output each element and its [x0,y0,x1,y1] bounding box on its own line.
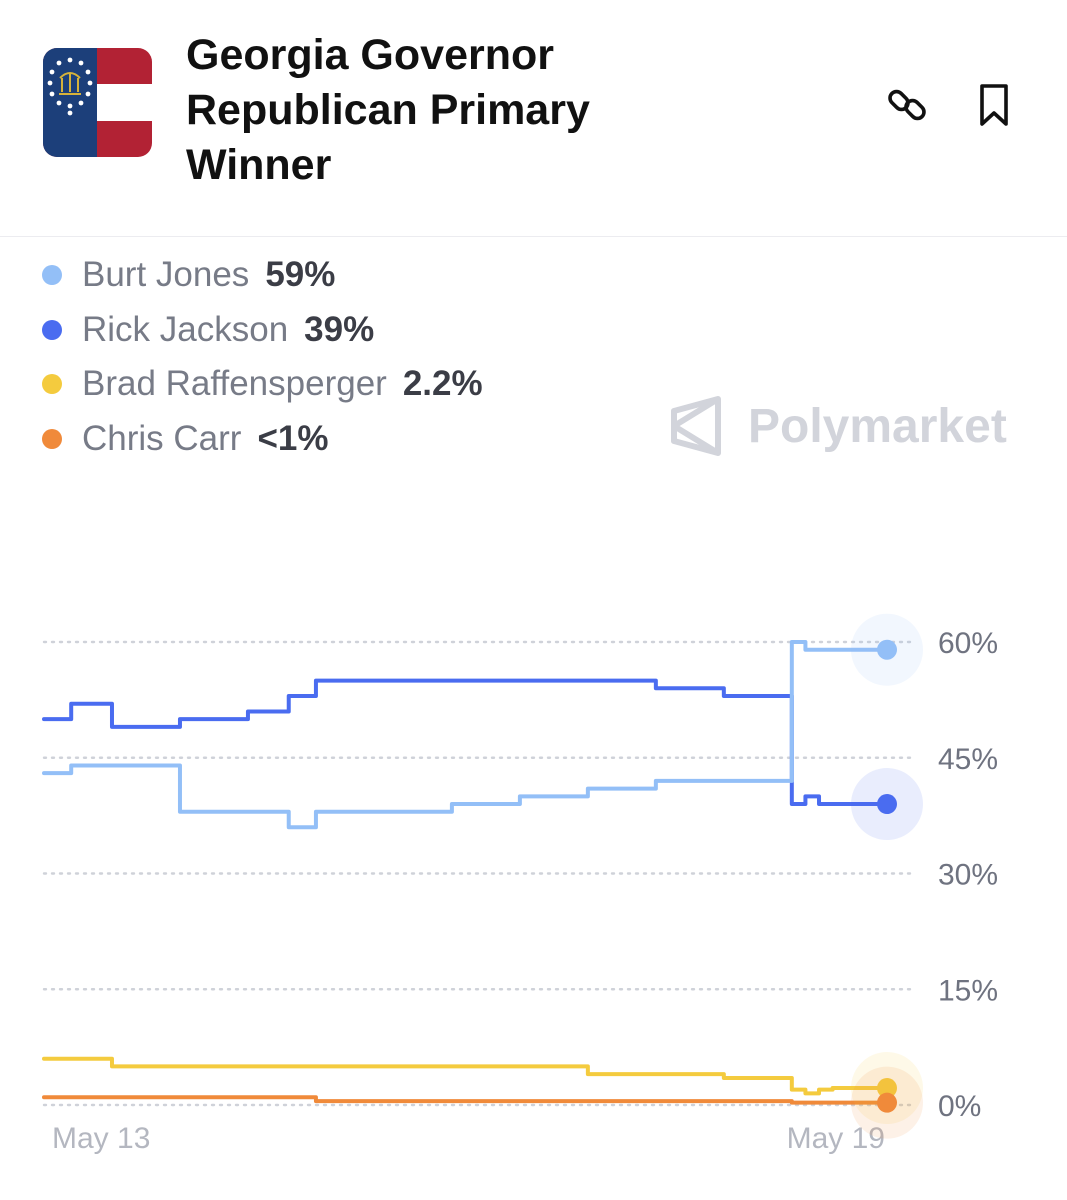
y-tick-label: 60% [938,627,998,660]
legend-percent: 39% [304,309,375,349]
link-icon[interactable] [882,80,932,130]
legend-name: Chris Carr [82,418,242,458]
endpoint-dot[interactable] [877,639,897,660]
polymarket-logo-icon [671,396,721,456]
x-tick-label: May 13 [52,1122,150,1155]
legend-name: Brad Raffensperger [82,364,387,404]
legend-item[interactable]: Burt Jones 59% [42,248,483,303]
legend-percent: <1% [257,418,329,458]
endpoint-dot[interactable] [877,794,897,815]
y-tick-label: 45% [938,743,998,776]
legend-dot [42,265,62,286]
legend-name: Rick Jackson [82,309,289,349]
x-tick-label: May 19 [787,1122,885,1155]
bookmark-icon[interactable] [969,80,1019,130]
market-header: Georgia Governor Republican Primary Winn… [0,0,1067,237]
chart-legend: Burt Jones 59% Rick Jackson 39% Brad Raf… [42,248,483,466]
legend-dot [42,319,62,340]
endpoint-dot[interactable] [877,1078,897,1099]
legend-percent: 59% [265,255,336,295]
endpoint-dot[interactable] [877,1092,897,1113]
series-line[interactable] [42,1056,889,1096]
series-line[interactable] [42,1095,889,1105]
series-line[interactable] [42,678,889,807]
georgia-flag-icon [43,48,152,157]
legend-dot [42,374,62,395]
legend-item[interactable]: Brad Raffensperger 2.2% [42,357,483,412]
series-line[interactable] [42,640,889,830]
legend-item[interactable]: Rick Jackson 39% [42,303,483,358]
y-tick-label: 15% [938,974,998,1007]
page-title: Georgia Governor Republican Primary Winn… [186,31,590,189]
y-tick-label: 0% [938,1090,981,1123]
polymarket-watermark: Polymarket [668,395,1007,457]
y-tick-label: 30% [938,859,998,892]
watermark-text: Polymarket [748,399,1007,453]
legend-dot [42,428,62,449]
legend-item[interactable]: Chris Carr <1% [42,412,483,467]
legend-percent: 2.2% [402,364,483,404]
legend-name: Burt Jones [82,255,250,295]
